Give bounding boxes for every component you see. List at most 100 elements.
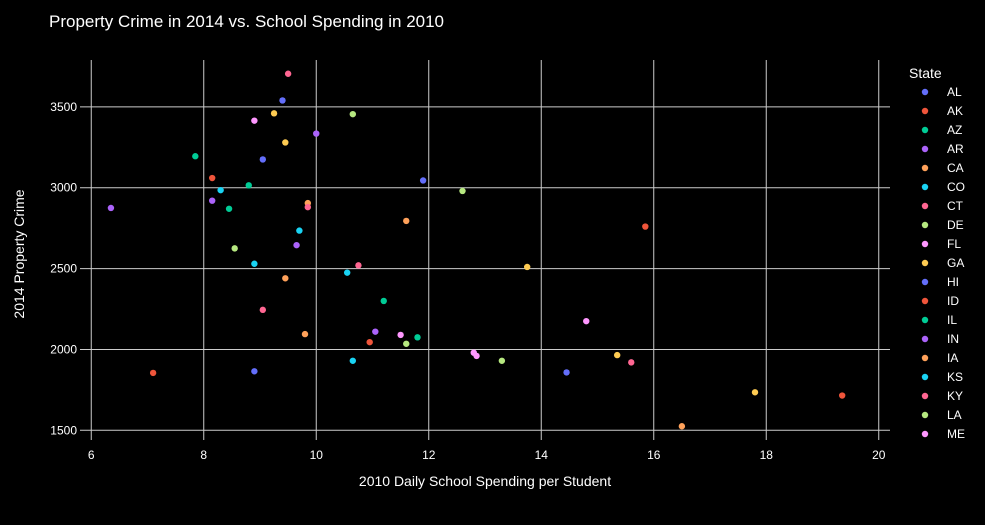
legend-item-ct[interactable]: CT [921, 199, 964, 213]
data-point-az[interactable] [245, 182, 252, 189]
x-tick-label: 10 [310, 448, 324, 462]
chart-title: Property Crime in 2014 vs. School Spendi… [49, 12, 445, 31]
data-point-ak[interactable] [642, 223, 649, 230]
y-tick-label: 2000 [50, 342, 77, 356]
data-point-ar[interactable] [313, 130, 320, 137]
data-point-de[interactable] [498, 357, 506, 364]
data-point-ga[interactable] [523, 263, 531, 271]
data-point-co[interactable] [349, 357, 357, 364]
data-point-ca[interactable] [301, 330, 309, 338]
data-point-ak[interactable] [149, 369, 157, 377]
data-point-co[interactable] [343, 269, 351, 276]
legend-item-ky[interactable]: KY [921, 389, 963, 403]
legend-item-in[interactable]: IN [921, 332, 959, 346]
data-point-ak[interactable] [838, 392, 846, 399]
data-point-az[interactable] [225, 205, 233, 212]
legend-marker [921, 373, 929, 381]
legend-item-me[interactable]: ME [921, 427, 965, 441]
data-point-ar[interactable] [372, 328, 379, 335]
x-tick-label: 6 [88, 448, 95, 462]
legend-item-ca[interactable]: CA [921, 161, 964, 175]
legend-marker [921, 164, 929, 172]
legend-label: IN [947, 332, 959, 346]
legend-label: IA [947, 351, 958, 365]
legend-item-id[interactable]: ID [921, 294, 960, 308]
legend-item-fl[interactable]: FL [921, 237, 962, 251]
legend-marker [921, 411, 929, 419]
data-point-de[interactable] [459, 187, 466, 195]
legend-item-ks[interactable]: KS [921, 370, 963, 384]
data-point-ct[interactable] [628, 359, 635, 366]
data-point-ga[interactable] [270, 110, 278, 117]
data-point-ga[interactable] [613, 351, 621, 359]
data-point-az[interactable] [380, 297, 387, 305]
data-point-de[interactable] [231, 245, 238, 252]
legend-item-co[interactable]: CO [921, 180, 965, 194]
legend-marker [921, 221, 929, 229]
data-point-ak[interactable] [208, 174, 216, 182]
legend-marker [921, 259, 929, 267]
legend-marker [921, 335, 929, 343]
data-point-ar[interactable] [107, 204, 115, 212]
data-point-ct[interactable] [355, 262, 362, 269]
data-point-ar[interactable] [208, 197, 216, 204]
data-point-de[interactable] [403, 340, 410, 347]
legend-item-hi[interactable]: HI [921, 275, 959, 289]
data-point-co[interactable] [251, 260, 258, 267]
data-point-ct[interactable] [284, 70, 292, 77]
data-point-fl[interactable] [583, 317, 590, 325]
legend-item-ak[interactable]: AK [921, 104, 963, 118]
data-point-ca[interactable] [678, 423, 686, 430]
data-point-ga[interactable] [282, 139, 289, 146]
legend[interactable]: State AL AK AZ AR CA CO CT DE FL GA HI ID IL IN IA KS KY… [909, 65, 965, 441]
legend-label: CA [947, 161, 964, 175]
legend-label: GA [947, 256, 964, 270]
data-point-ca[interactable] [282, 275, 289, 282]
legend-label: KY [947, 389, 963, 403]
legend-label: AZ [947, 123, 962, 137]
data-point-co[interactable] [296, 227, 303, 234]
legend-item-ia[interactable]: IA [921, 351, 959, 365]
data-point-al[interactable] [279, 97, 286, 104]
x-tick-label: 12 [422, 448, 436, 462]
data-point-ca[interactable] [403, 217, 410, 225]
legend-label: DE [947, 218, 964, 232]
legend-marker [921, 126, 929, 134]
legend-label: KS [947, 370, 963, 384]
data-point-ct[interactable] [259, 306, 267, 314]
legend-marker [921, 107, 929, 115]
data-point-al[interactable] [419, 177, 427, 184]
data-point-al[interactable] [251, 368, 258, 375]
data-points[interactable] [107, 70, 846, 430]
legend-item-az[interactable]: AZ [921, 123, 963, 137]
legend-marker [921, 202, 929, 210]
data-point-ar[interactable] [293, 241, 300, 249]
legend-label: ME [947, 427, 965, 441]
legend-item-ar[interactable]: AR [921, 142, 964, 156]
x-tick-label: 8 [200, 448, 207, 462]
legend-label: AR [947, 142, 964, 156]
data-point-co[interactable] [217, 186, 224, 194]
data-point-fl[interactable] [397, 331, 404, 339]
legend-label: CT [947, 199, 964, 213]
data-point-fl[interactable] [251, 117, 258, 124]
data-point-ak[interactable] [366, 338, 373, 346]
data-point-fl[interactable] [473, 352, 480, 360]
legend-item-ga[interactable]: GA [921, 256, 965, 270]
data-point-ga[interactable] [751, 389, 759, 396]
data-point-al[interactable] [563, 369, 570, 376]
legend-item-de[interactable]: DE [921, 218, 964, 232]
legend-item-il[interactable]: IL [921, 313, 958, 327]
data-point-ct[interactable] [304, 203, 312, 211]
legend-item-la[interactable]: LA [921, 408, 962, 422]
legend-marker [921, 278, 929, 286]
legend-marker [921, 240, 929, 248]
data-point-de[interactable] [349, 110, 357, 118]
data-point-az[interactable] [414, 334, 421, 341]
data-point-al[interactable] [259, 156, 267, 163]
grid-lines [80, 60, 890, 440]
legend-item-al[interactable]: AL [921, 85, 962, 99]
y-tick-label: 3500 [50, 100, 77, 114]
data-point-az[interactable] [192, 153, 199, 160]
